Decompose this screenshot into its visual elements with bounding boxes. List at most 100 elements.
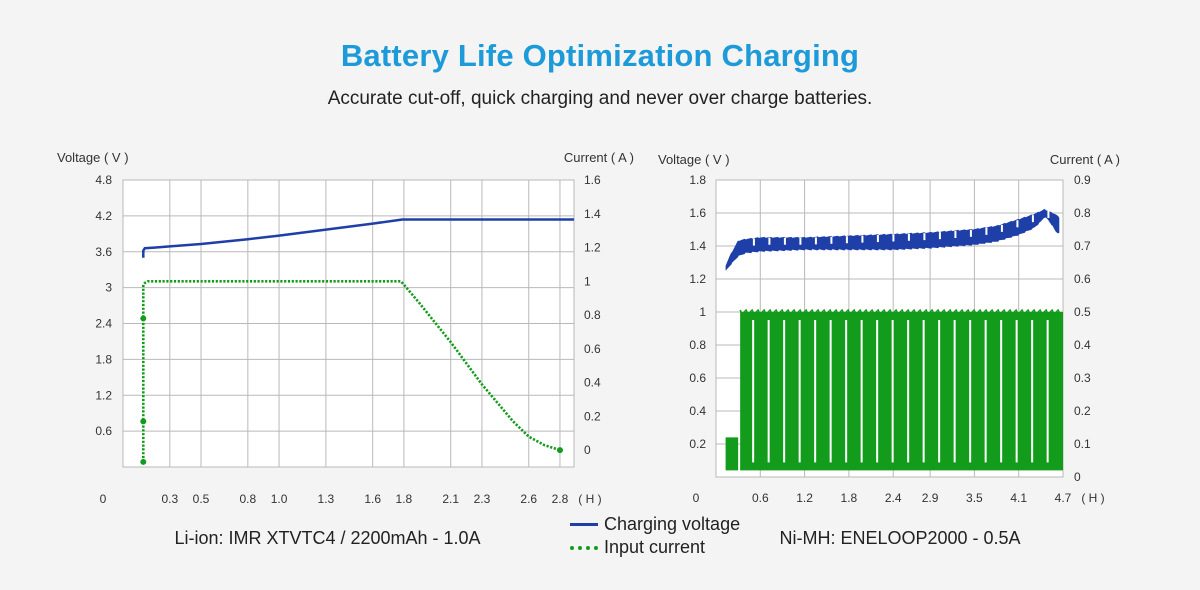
- chart2-voltage-notch: [814, 237, 817, 245]
- chart2-current-gap: [938, 320, 941, 463]
- chart2-x-tick-label: 1.8: [841, 491, 858, 505]
- chart2-x-tick-label: 0: [693, 491, 700, 505]
- chart1-x-tick-label: 2.1: [442, 492, 459, 506]
- chart2-voltage-notch: [845, 236, 848, 244]
- chart2-current-gap: [922, 320, 925, 463]
- chart1-y2-tick-label: 1.2: [584, 241, 601, 255]
- chart1-y-tick-label: 0.6: [95, 424, 112, 438]
- chart2-voltage-notch: [799, 237, 802, 245]
- chart2-voltage-notch: [861, 235, 864, 243]
- chart1-y-axis-title: Voltage ( V ): [57, 150, 129, 165]
- chart1-y-tick-label: 3: [105, 281, 112, 295]
- chart1-y2-tick-label: 1.6: [584, 173, 601, 187]
- chart1-current-point: [140, 418, 147, 425]
- chart2-current-gap: [845, 320, 848, 463]
- chart2-y-tick-label: 1.2: [689, 272, 706, 286]
- chart2-voltage-notch: [1016, 220, 1019, 228]
- chart1-y-tick-label: 3.6: [95, 245, 112, 259]
- chart2-y-tick-label: 1.6: [689, 206, 706, 220]
- chart1-y-tick-label: 4.2: [95, 209, 112, 223]
- chart2-current-gap: [752, 320, 755, 463]
- chart1-y2-tick-label: 0: [584, 443, 591, 457]
- chart1-y2-tick-label: 1: [584, 274, 591, 288]
- chart2-x-tick-label: 4.1: [1010, 491, 1027, 505]
- chart2-y2-tick-label: 0.5: [1074, 305, 1091, 319]
- chart2-y2-tick-label: 0.7: [1074, 239, 1091, 253]
- chart2-voltage-notch: [768, 237, 771, 245]
- chart1-x-tick-label: 2.8: [552, 492, 569, 506]
- chart2-y2-tick-label: 0.4: [1074, 338, 1091, 352]
- chart1-y2-tick-label: 0.8: [584, 308, 601, 322]
- chart2-current-gap: [798, 320, 801, 463]
- chart2-y-axis-title: Voltage ( V ): [658, 152, 730, 167]
- chart2-x-tick-label: 0.6: [752, 491, 769, 505]
- chart2-current-gaps: [752, 320, 1049, 463]
- chart2-voltage-notch: [1000, 224, 1003, 232]
- chart2-current-gap: [1046, 320, 1049, 463]
- chart1-y2-axis-title: Current ( A ): [564, 150, 634, 165]
- chart2-current-gap: [953, 320, 956, 463]
- chart2-current-gap: [783, 320, 786, 463]
- chart1-x-unit-label: ( H ): [578, 492, 601, 506]
- chart1-x-tick-label: 1.6: [364, 492, 381, 506]
- chart1-x-tick-label: 1.3: [318, 492, 335, 506]
- chart2-y2-tick-label: 0.6: [1074, 272, 1091, 286]
- chart2-voltage-notch: [907, 233, 910, 241]
- chart2-current-gap: [1000, 320, 1003, 463]
- chart1-y-tick-label: 1.8: [95, 352, 112, 366]
- chart2-voltage-notch: [1047, 210, 1050, 218]
- chart2-y-tick-label: 1.4: [689, 239, 706, 253]
- chart2-y2-tick-label: 0.9: [1074, 173, 1091, 187]
- chart1-y-tick-label: 2.4: [95, 317, 112, 331]
- chart2-current-gap: [1015, 320, 1018, 463]
- chart2-current-gap: [1031, 320, 1034, 463]
- legend-item-current: Input current: [570, 536, 740, 559]
- chart2-y2-axis-title: Current ( A ): [1050, 152, 1120, 167]
- chart2-voltage-notch: [1031, 215, 1034, 223]
- chart2-current-gap: [891, 320, 894, 463]
- legend-swatch-current: [570, 545, 598, 550]
- chart1-current-point: [556, 447, 563, 454]
- chart2-y-tick-label: 1.8: [689, 173, 706, 187]
- chart2-y-tick-label: 0.4: [689, 404, 706, 418]
- chart2-x-tick-label: 2.9: [922, 491, 939, 505]
- chart2-y2-tick-label: 0.8: [1074, 206, 1091, 220]
- chart2-voltage-notch: [892, 234, 895, 242]
- chart1-x-tick-label: 1.8: [396, 492, 413, 506]
- chart2-current-gap: [907, 320, 910, 463]
- chart2-voltage-notch: [985, 227, 988, 235]
- chart2-y-tick-label: 0.6: [689, 371, 706, 385]
- chart2-y2-tick-label: 0.2: [1074, 404, 1091, 418]
- chart2-y-tick-label: 0.8: [689, 338, 706, 352]
- chart2-current-gap: [876, 320, 879, 463]
- chart2-x-tick-label: 4.7: [1055, 491, 1072, 505]
- chart2-voltage-notch: [938, 232, 941, 240]
- chart2-current-gap: [829, 320, 832, 463]
- legend-label-voltage: Charging voltage: [604, 514, 741, 534]
- chart2-current-gap: [969, 320, 972, 463]
- chart-subtitle: Accurate cut-off, quick charging and nev…: [327, 88, 873, 109]
- chart2-y-tick-label: 1: [699, 305, 706, 319]
- chart2-voltage-notches: [752, 210, 1050, 246]
- chart1-y-tick-label: 1.2: [95, 388, 112, 402]
- chart2-current-gap: [767, 320, 770, 463]
- chart1-x-tick-label: 2.3: [474, 492, 491, 506]
- chart1-x-tick-label: 2.6: [520, 492, 537, 506]
- chart2-x-tick-label: 1.2: [796, 491, 813, 505]
- chart1-x-tick-label: 0: [100, 492, 107, 506]
- chart2-y2-tick-label: 0.3: [1074, 371, 1091, 385]
- chart1-y2-tick-label: 0.6: [584, 342, 601, 356]
- chart-title: Battery Life Optimization Charging: [340, 38, 860, 73]
- chart2-y-tick-label: 0.2: [689, 437, 706, 451]
- chart1-y-tick-label: 4.8: [95, 173, 112, 187]
- chart2-current-gap: [984, 320, 987, 463]
- chart1-x-tick-label: 0.3: [161, 492, 178, 506]
- chart2-voltage-notch: [783, 237, 786, 245]
- right-chart-caption: Ni-MH: ENELOOP2000 - 0.5A: [779, 528, 1021, 548]
- chart2-y2-tick-label: 0: [1074, 470, 1081, 484]
- chart1-x-tick-label: 0.5: [193, 492, 210, 506]
- chart1-current-point: [140, 315, 147, 322]
- chart2-x-unit-label: ( H ): [1081, 491, 1104, 505]
- chart2-voltage-notch: [876, 235, 879, 243]
- chart1-series-current-line: [142, 279, 561, 462]
